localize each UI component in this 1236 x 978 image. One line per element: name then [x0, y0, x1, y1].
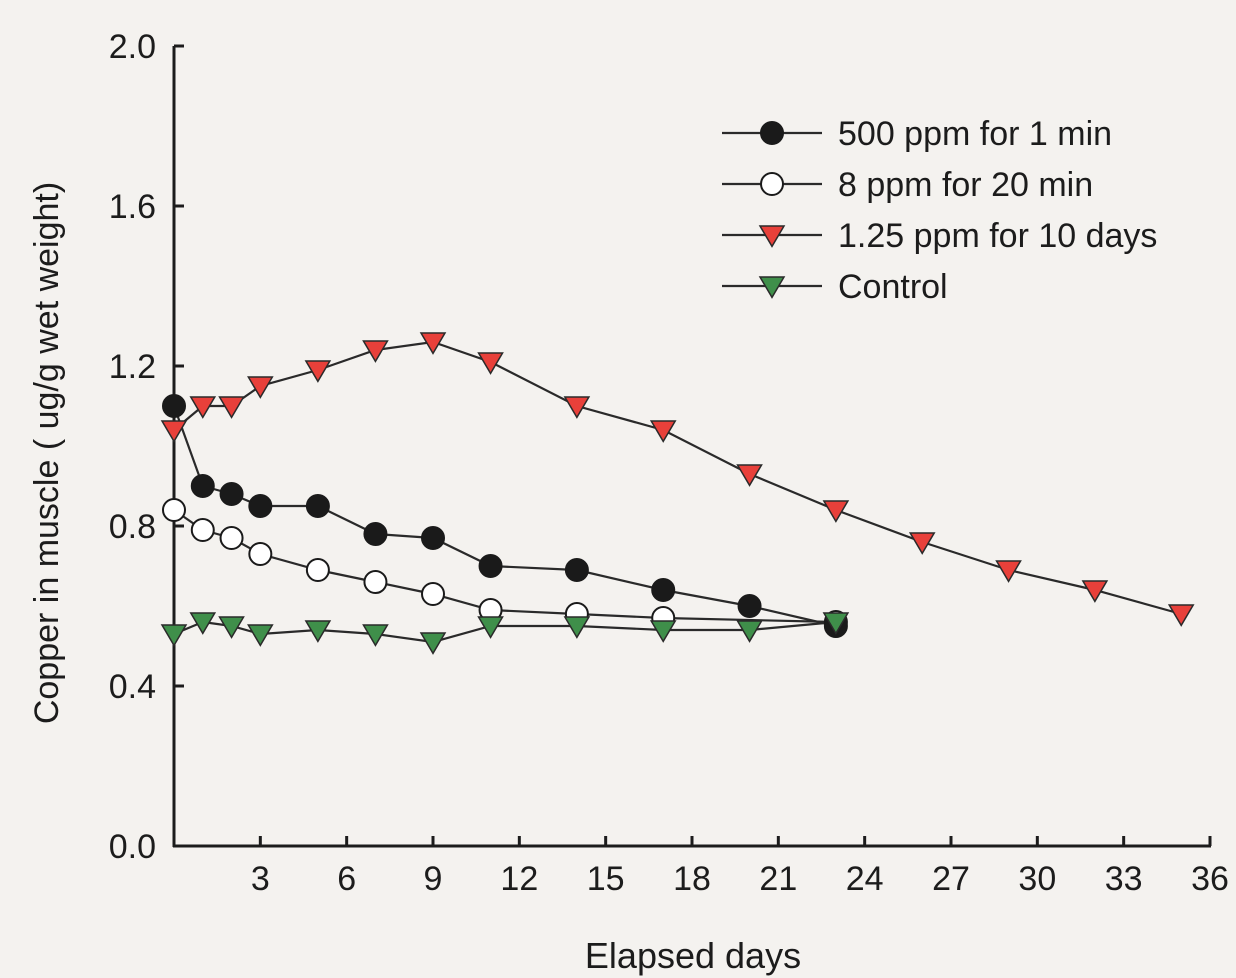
- legend-marker: [758, 225, 786, 248]
- data-point: [737, 594, 762, 618]
- legend-marker: [760, 121, 784, 145]
- series-1: [172, 405, 837, 628]
- x-tick-label: 15: [587, 860, 625, 898]
- series-3: [173, 340, 1182, 616]
- data-point: [649, 420, 677, 443]
- y-tick-label: 0.0: [109, 828, 156, 866]
- data-point: [419, 632, 447, 655]
- series-line: [172, 405, 837, 628]
- x-tick-label: 21: [759, 860, 797, 898]
- data-point: [304, 620, 332, 643]
- y-tick-label: 1.2: [109, 348, 156, 386]
- data-point: [477, 616, 504, 639]
- series-layer: [160, 332, 1195, 655]
- legend-label: 500 ppm for 1 min: [838, 115, 1112, 153]
- data-point: [822, 612, 850, 635]
- data-point: [477, 352, 504, 375]
- data-point: [421, 582, 445, 606]
- data-point: [160, 420, 188, 443]
- y-tick-label: 2.0: [109, 28, 156, 66]
- data-point: [362, 624, 389, 647]
- data-point: [421, 526, 445, 550]
- data-point: [563, 616, 591, 639]
- legend-label: 8 ppm for 20 min: [838, 166, 1093, 204]
- data-point: [248, 494, 273, 518]
- data-point: [1081, 580, 1109, 603]
- y-axis-label: Copper in muscle ( ug/g wet weight): [28, 182, 66, 724]
- series-1-points: [162, 394, 848, 638]
- data-point: [908, 532, 936, 555]
- y-tick-label: 0.4: [109, 668, 156, 706]
- legend-label: 1.25 ppm for 10 days: [838, 217, 1157, 255]
- data-point: [651, 578, 676, 602]
- data-point: [305, 494, 330, 518]
- data-point: [160, 624, 188, 647]
- y-tick-label: 0.8: [109, 508, 156, 546]
- series-line: [173, 340, 1182, 616]
- data-point: [248, 542, 273, 566]
- x-tick-label: 18: [673, 860, 711, 898]
- data-point: [305, 558, 330, 582]
- legend-item-2: 8 ppm for 20 min: [722, 166, 1093, 204]
- data-point: [363, 570, 388, 594]
- x-tick-label: 3: [251, 860, 270, 898]
- data-point: [822, 500, 850, 523]
- data-point: [218, 616, 245, 639]
- series-4-points: [160, 612, 850, 655]
- data-point: [304, 360, 332, 383]
- legend: 500 ppm for 1 min 8 ppm for 20 min 1.25 pp…: [722, 115, 1157, 306]
- data-point: [219, 482, 244, 506]
- data-point: [362, 340, 389, 363]
- series-4: [173, 620, 837, 644]
- x-tick-label: 30: [1018, 860, 1056, 898]
- y-tick-label: 1.6: [109, 188, 156, 226]
- x-tick-label: 24: [846, 860, 884, 898]
- data-point: [247, 376, 274, 399]
- data-point: [649, 620, 677, 643]
- legend-item-3: 1.25 ppm for 10 days: [722, 217, 1157, 255]
- data-point: [564, 558, 589, 582]
- series-3-points: [160, 332, 1195, 627]
- x-tick-label: 33: [1105, 860, 1143, 898]
- x-tick-label: 9: [424, 860, 443, 898]
- data-point: [218, 396, 245, 419]
- data-point: [736, 620, 763, 643]
- data-point: [162, 498, 186, 522]
- y-ticks: 0.0 0.4 0.8 1.2 1.6 2.0: [109, 28, 184, 866]
- data-point: [363, 522, 388, 546]
- data-point: [478, 554, 503, 578]
- legend-marker: [760, 172, 784, 196]
- legend-item-1: 500 ppm for 1 min: [722, 115, 1112, 153]
- data-point: [190, 474, 215, 498]
- x-tick-label: 36: [1191, 860, 1229, 898]
- data-point: [419, 332, 447, 355]
- data-point: [162, 394, 186, 418]
- axes: 0.00.40.81.21.62.0 3 6 9 12 15 18 21 24 27 30 33 36: [109, 28, 1229, 898]
- data-point: [189, 612, 217, 635]
- data-point: [247, 624, 274, 647]
- legend-item-4: Control: [722, 268, 948, 306]
- data-point: [995, 560, 1022, 583]
- x-axis-label: Elapsed days: [585, 935, 801, 976]
- data-point: [219, 526, 244, 550]
- data-point: [563, 396, 591, 419]
- series-line: [173, 620, 837, 644]
- data-point: [190, 518, 215, 542]
- data-point: [189, 396, 217, 419]
- x-ticks: 3 6 9 12 15 18 21 24 27 30 33 36: [251, 836, 1229, 898]
- x-tick-label: 12: [500, 860, 538, 898]
- data-point: [1167, 604, 1195, 627]
- legend-label: Control: [838, 268, 948, 306]
- x-tick-label: 27: [932, 860, 970, 898]
- x-tick-label: 6: [337, 860, 356, 898]
- legend-marker: [758, 276, 786, 299]
- data-point: [736, 464, 763, 487]
